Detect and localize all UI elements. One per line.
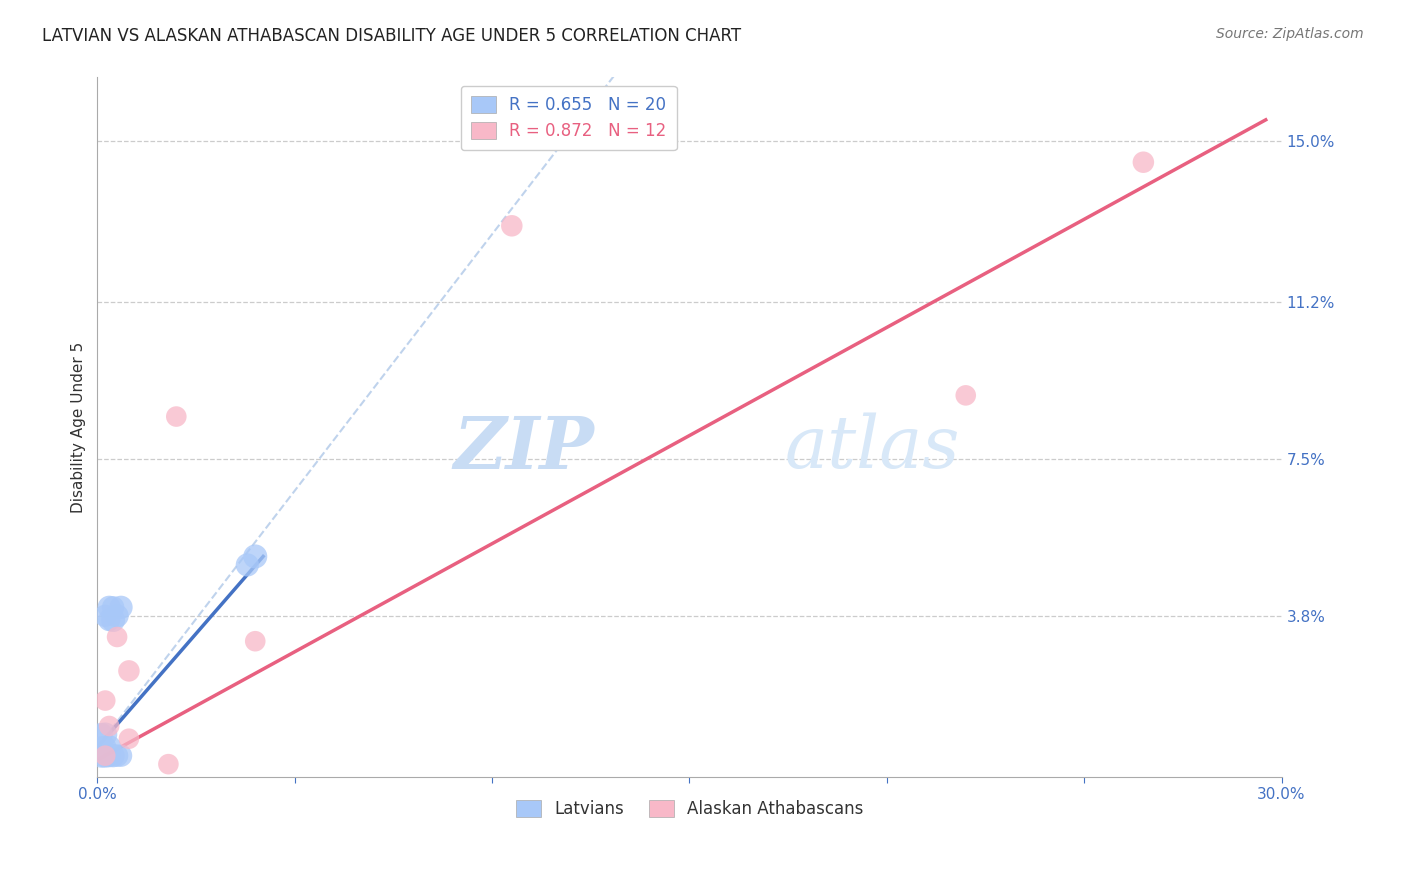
Text: atlas: atlas — [785, 413, 960, 483]
Point — [157, 757, 180, 772]
Text: LATVIAN VS ALASKAN ATHABASCAN DISABILITY AGE UNDER 5 CORRELATION CHART: LATVIAN VS ALASKAN ATHABASCAN DISABILITY… — [42, 27, 741, 45]
Point — [94, 740, 117, 755]
Point — [110, 600, 132, 615]
Point — [118, 731, 141, 746]
Point — [94, 748, 117, 763]
Point — [101, 600, 124, 615]
Legend: Latvians, Alaskan Athabascans: Latvians, Alaskan Athabascans — [509, 793, 870, 824]
Point — [90, 748, 112, 763]
Point — [90, 740, 112, 755]
Point — [105, 630, 128, 644]
Point — [1132, 155, 1154, 169]
Point — [101, 613, 124, 627]
Point — [245, 549, 267, 564]
Point — [110, 748, 132, 763]
Point — [101, 748, 124, 763]
Text: ZIP: ZIP — [454, 413, 595, 483]
Point — [105, 748, 128, 763]
Point — [98, 600, 121, 615]
Point — [98, 748, 121, 763]
Point — [94, 693, 117, 707]
Point — [94, 727, 117, 741]
Text: Source: ZipAtlas.com: Source: ZipAtlas.com — [1216, 27, 1364, 41]
Point — [98, 719, 121, 733]
Point — [118, 664, 141, 678]
Point — [165, 409, 187, 424]
Point — [955, 388, 977, 402]
Point — [501, 219, 523, 233]
Point — [236, 558, 259, 572]
Point — [105, 608, 128, 623]
Point — [94, 608, 117, 623]
Point — [98, 613, 121, 627]
Point — [98, 740, 121, 755]
Point — [94, 748, 117, 763]
Point — [90, 727, 112, 741]
Point — [245, 634, 267, 648]
Y-axis label: Disability Age Under 5: Disability Age Under 5 — [72, 342, 86, 513]
